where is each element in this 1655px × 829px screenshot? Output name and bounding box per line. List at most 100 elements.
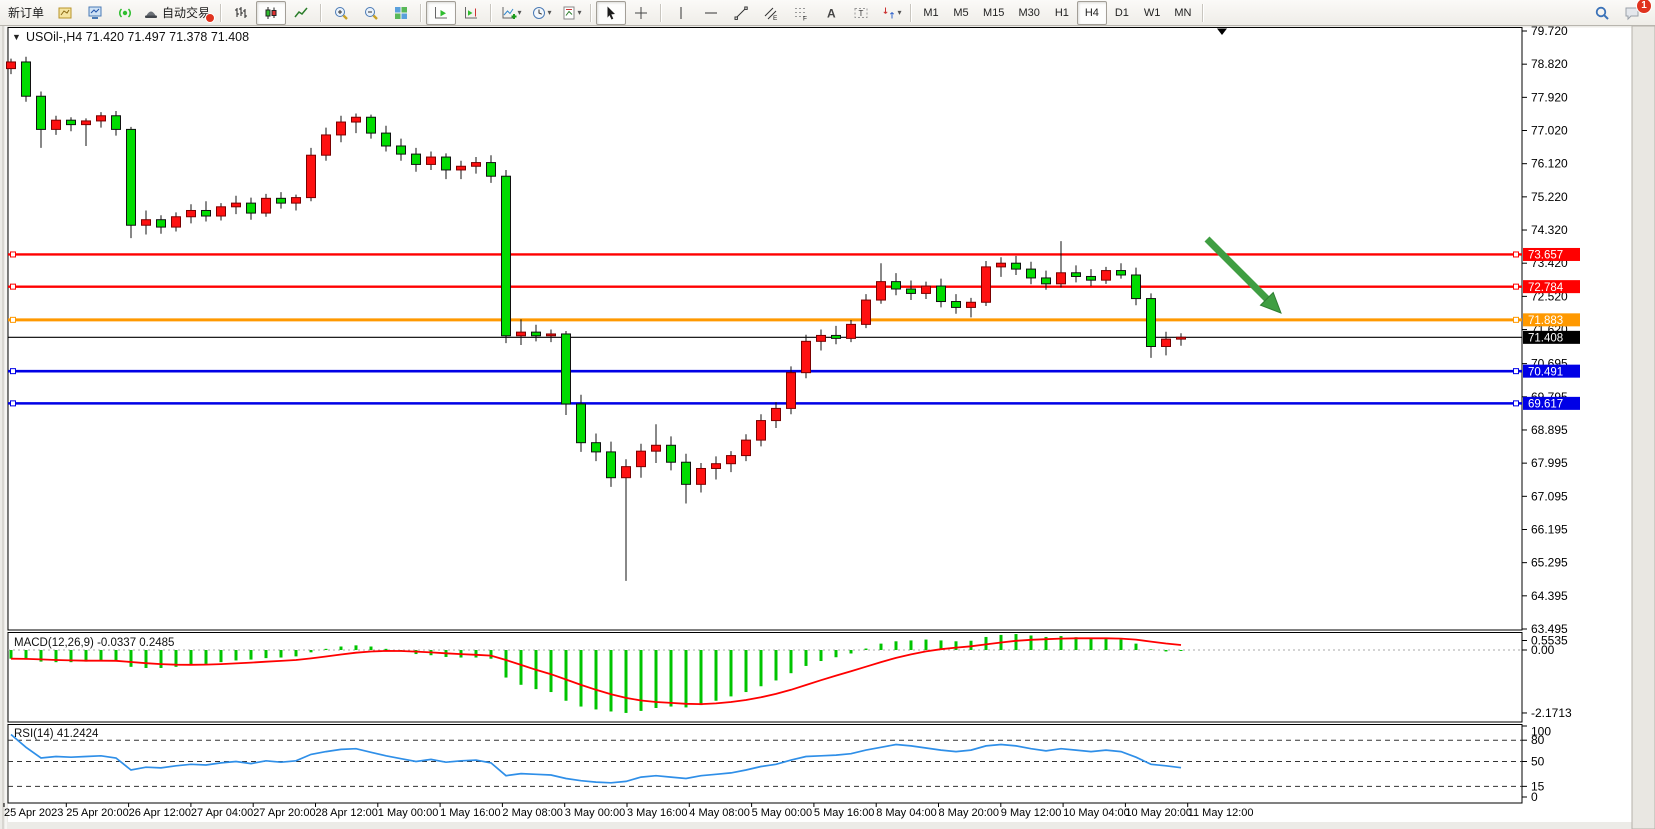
line-handle[interactable] [10,400,16,407]
candle [1116,270,1126,276]
toolbar-group-timeframes: M1 M5 M15 M30 H1 H4 D1 W1 MN [916,0,1198,25]
toolbar-group-chart-type [226,0,316,25]
autotrading-button-label: 自动交易 [162,6,211,20]
zoom-in-icon [333,5,349,21]
chevron-down-icon[interactable]: ▾ [577,8,582,17]
line-handle[interactable] [10,316,16,323]
line-chart-button[interactable] [286,1,316,25]
tf-h1-button[interactable]: H1 [1047,1,1077,25]
candle [906,288,916,294]
price-lines[interactable]: 73.657 72.784 71.883 71.408 70.491 69.617 [8,247,1580,411]
tf-h4-button[interactable]: H4 [1076,0,1107,25]
fibo-icon: F [793,5,809,21]
tf-w1-button[interactable]: W1 [1137,1,1168,25]
svg-text:65.295: 65.295 [1531,556,1568,570]
candles-button[interactable] [256,0,287,25]
indicators-button[interactable]: ▾ [496,1,526,25]
arrows-button[interactable]: ▾ [876,1,906,25]
tf-m15-button-label: M15 [983,6,1005,19]
toolbar: 新订单 自动交易 ▾ ▾ ▾ E F A T ▾ M1 M5 M15 M30 H1 H4 D1 W1 MN 1 [0,0,1655,26]
candle [996,262,1006,268]
tf-h1-button-label: H1 [1054,6,1069,19]
time-axis-label: 27 Apr 04:00 [191,807,253,819]
candle [1176,336,1186,340]
template-button[interactable]: ▾ [556,1,586,25]
rsi-label: RSI(14) 41.2424 [14,728,99,740]
chart-shift-marker[interactable] [1217,28,1227,36]
candle [126,128,136,226]
tf-m15-button[interactable]: M15 [976,1,1011,25]
chart-title-collapse-icon[interactable]: ▼ [12,32,21,42]
autotrading-icon [143,5,159,21]
candle [411,153,421,165]
horizontal-line-button[interactable] [696,1,726,25]
candle [591,442,601,453]
cursor-button[interactable] [596,0,627,25]
search-button[interactable] [1587,1,1617,25]
line-handle[interactable] [10,283,16,290]
svg-text:79.720: 79.720 [1531,24,1568,38]
price-line-label: 72.784 [1528,282,1564,294]
line-handle[interactable] [1513,368,1519,375]
bars-button[interactable] [226,1,256,25]
vertical-line-button[interactable] [666,1,696,25]
chart-window-icon [57,5,73,21]
chart-shift-button[interactable] [456,1,486,25]
notification-count-badge: 1 [1636,0,1652,14]
candle [726,455,736,465]
line-handle[interactable] [1513,316,1519,323]
text-button[interactable]: A [816,1,846,25]
tf-m5-button[interactable]: M5 [946,1,976,25]
tf-m30-button[interactable]: M30 [1011,1,1046,25]
candle [96,115,106,122]
zoom-in-button[interactable] [326,1,356,25]
tf-m1-button[interactable]: M1 [916,1,946,25]
candle [891,281,901,290]
candle [876,281,886,301]
annotation-arrow[interactable] [1204,236,1282,314]
line-handle[interactable] [1513,251,1519,258]
notifications-button[interactable]: 1 [1617,0,1652,25]
window-right-strip [1631,25,1655,829]
tf-mn-button[interactable]: MN [1167,1,1198,25]
toolbar-separator [910,3,913,22]
trendline-button[interactable] [726,1,756,25]
candle [36,95,46,130]
chevron-down-icon[interactable]: ▾ [517,8,522,17]
bars-icon [233,5,249,21]
candles-icon [263,5,279,21]
new-order-button[interactable]: 新订单 [2,1,50,25]
tf-m30-button-label: M30 [1018,6,1040,19]
candle [981,266,991,303]
signals-button[interactable] [110,1,140,25]
autoscroll-button[interactable] [426,0,457,25]
tile-windows-button[interactable] [386,1,416,25]
candle [501,175,511,337]
time-axis-label: 1 May 16:00 [440,807,501,819]
tf-d1-button[interactable]: D1 [1107,1,1137,25]
line-handle[interactable] [1513,283,1519,290]
line-handle[interactable] [1513,400,1519,407]
crosshair-icon [633,5,649,21]
toolbar-right: 1 [1587,0,1652,25]
toolbar-separator [490,3,493,22]
text-label-button[interactable]: T [846,1,876,25]
candle [216,206,226,217]
market-watch-button[interactable] [80,1,110,25]
candle [1071,272,1081,277]
svg-text:78.820: 78.820 [1531,57,1568,71]
channel-button[interactable]: E [756,1,786,25]
chevron-down-icon[interactable]: ▾ [547,8,552,17]
line-handle[interactable] [10,368,16,375]
autotrading-button[interactable]: 自动交易 [140,1,216,25]
svg-text:E: E [773,15,778,21]
fibonacci-button[interactable]: F [786,1,816,25]
zoom-out-button[interactable] [356,1,386,25]
crosshair-button[interactable] [626,1,656,25]
line-handle[interactable] [10,251,16,258]
candle [1011,262,1021,270]
periods-button[interactable]: ▾ [526,1,556,25]
chevron-down-icon[interactable]: ▾ [897,8,902,17]
chart-window-button[interactable] [50,1,80,25]
